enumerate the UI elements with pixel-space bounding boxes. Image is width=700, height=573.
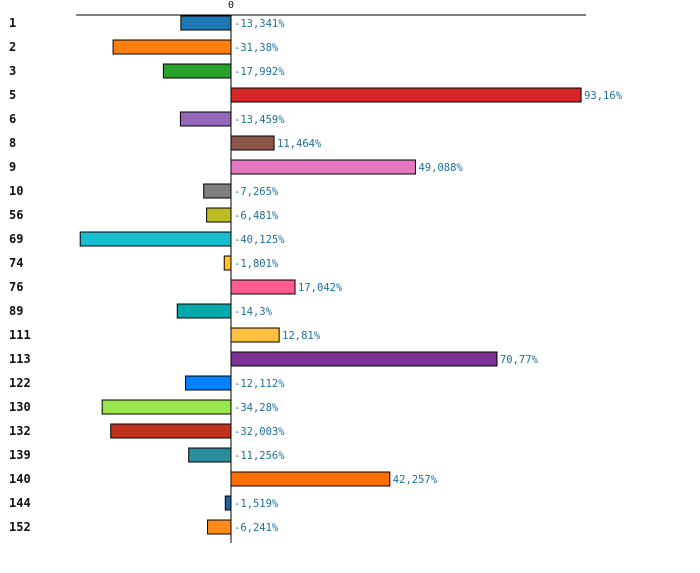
category-label: 10 xyxy=(9,184,23,198)
category-label: 76 xyxy=(9,280,23,294)
category-label: 130 xyxy=(9,400,31,414)
bars-group: 1 -13,341% 2 -31,38% 3 -17,992% 5 93,16% 6 -13,45… xyxy=(9,15,623,535)
bar xyxy=(180,15,232,31)
bar xyxy=(203,183,232,199)
category-label: 56 xyxy=(9,208,23,222)
category-label: 89 xyxy=(9,304,23,318)
bar xyxy=(230,135,275,151)
value-label: -40,125% xyxy=(234,234,285,246)
category-label: 1 xyxy=(9,16,16,30)
zero-tick-label: 0 xyxy=(228,0,234,11)
value-label: -12,112% xyxy=(234,378,285,390)
category-label: 3 xyxy=(9,64,16,78)
value-label: -13,341% xyxy=(234,18,285,30)
value-label: 42,257% xyxy=(393,474,438,486)
value-label: -31,38% xyxy=(234,42,279,54)
value-label: -11,256% xyxy=(234,450,285,462)
value-label: 93,16% xyxy=(584,90,623,102)
bar xyxy=(224,495,232,511)
bar xyxy=(162,63,232,79)
category-label: 144 xyxy=(9,496,31,510)
bar xyxy=(230,159,416,175)
value-label: -32,003% xyxy=(234,426,285,438)
bar xyxy=(112,39,232,55)
category-label: 9 xyxy=(9,160,16,174)
bar xyxy=(207,519,232,535)
value-label: -1,519% xyxy=(234,498,279,510)
value-label: 11,464% xyxy=(277,138,322,150)
value-label: -13,459% xyxy=(234,114,285,126)
bar xyxy=(230,327,280,343)
category-label: 2 xyxy=(9,40,16,54)
bar xyxy=(110,423,232,439)
value-label: -34,28% xyxy=(234,402,279,414)
bar xyxy=(223,255,232,271)
bar xyxy=(101,399,232,415)
category-label: 111 xyxy=(9,328,31,342)
bar xyxy=(230,351,498,367)
category-label: 139 xyxy=(9,448,31,462)
category-label: 69 xyxy=(9,232,23,246)
value-label: -6,241% xyxy=(234,522,279,534)
value-label: 17,042% xyxy=(298,282,343,294)
category-label: 5 xyxy=(9,88,16,102)
value-label: -1,801% xyxy=(234,258,279,270)
bar xyxy=(188,447,232,463)
category-label: 8 xyxy=(9,136,16,150)
bar xyxy=(230,471,391,487)
category-label: 122 xyxy=(9,376,31,390)
value-label: -17,992% xyxy=(234,66,285,78)
bar xyxy=(79,231,232,247)
bar xyxy=(206,207,232,223)
value-label: 12,81% xyxy=(282,330,321,342)
bar xyxy=(184,375,232,391)
bar xyxy=(230,87,582,103)
bar xyxy=(176,303,232,319)
value-label: 70,77% xyxy=(500,354,539,366)
value-label: -14,3% xyxy=(234,306,273,318)
category-label: 152 xyxy=(9,520,31,534)
category-label: 6 xyxy=(9,112,16,126)
value-label: -7,265% xyxy=(234,186,279,198)
category-label: 132 xyxy=(9,424,31,438)
bar xyxy=(179,111,232,127)
category-label: 74 xyxy=(9,256,23,270)
value-label: -6,481% xyxy=(234,210,279,222)
category-label: 113 xyxy=(9,352,31,366)
bar xyxy=(230,279,296,295)
value-label: 49,088% xyxy=(418,162,463,174)
category-label: 140 xyxy=(9,472,31,486)
